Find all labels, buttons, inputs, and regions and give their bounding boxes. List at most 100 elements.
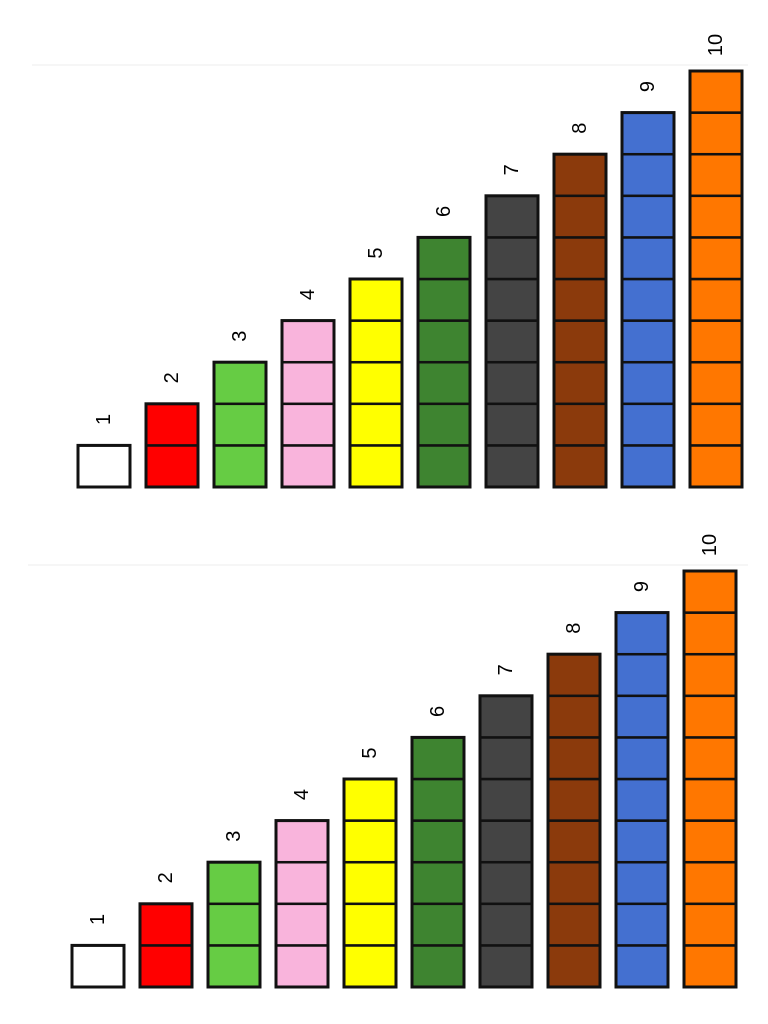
rod-outline: [682, 569, 738, 989]
rod-segment: [484, 360, 540, 406]
rod-1: 1: [76, 414, 132, 489]
rod-segment: [614, 694, 670, 739]
rod-segment: [546, 694, 602, 739]
rod-segment: [546, 652, 602, 698]
rod-segment: [688, 152, 744, 198]
rod-segment: [688, 236, 744, 281]
rod-7: 7: [484, 164, 540, 489]
rod-segment: [478, 860, 534, 906]
rod-segment: [138, 944, 194, 989]
rod-segment: [416, 277, 472, 322]
rod-outline: [206, 860, 262, 989]
rod-number-label: 9: [631, 581, 653, 592]
rod-segment: [688, 444, 744, 489]
rod-segment: [478, 694, 534, 739]
rod-segment: [552, 319, 608, 364]
rod-5: 5: [348, 247, 404, 489]
rod-segment: [274, 819, 330, 864]
rod-segment: [206, 944, 262, 989]
rod-outline: [416, 235, 472, 489]
rod-segment: [682, 902, 738, 947]
rod-outline: [274, 819, 330, 989]
rod-number-label: 10: [699, 534, 721, 556]
rod-segment: [552, 402, 608, 447]
rod-segment: [546, 736, 602, 781]
rod-segment: [688, 319, 744, 364]
rod-2: 2: [144, 372, 200, 489]
rod-segment: [552, 444, 608, 489]
rod-outline: [76, 443, 132, 489]
rod-number-label: 8: [569, 123, 591, 134]
rod-segment: [342, 902, 398, 947]
rod-2: 2: [138, 872, 194, 989]
rod-segment: [620, 277, 676, 322]
panel-bottom: 1 2 3 4 5 6 7 8 9 10: [28, 534, 748, 989]
rod-segment: [484, 402, 540, 447]
rod-outline: [546, 652, 602, 989]
rod-3: 3: [206, 831, 262, 989]
rod-9: 9: [620, 81, 676, 489]
rod-segment: [546, 819, 602, 864]
rod-segment: [342, 777, 398, 822]
rod-segment: [688, 111, 744, 156]
rod-1: 1: [70, 914, 126, 989]
rod-segment: [682, 611, 738, 656]
rod-segment: [416, 236, 472, 281]
rod-outline: [552, 152, 608, 489]
rod-segment: [410, 777, 466, 822]
rod-segment: [410, 736, 466, 781]
rod-number-label: 6: [427, 706, 449, 717]
rod-number-label: 9: [637, 81, 659, 92]
rod-segment: [552, 194, 608, 239]
rod-number-label: 8: [563, 623, 585, 634]
rod-segment: [280, 319, 336, 364]
rod-segment: [688, 402, 744, 447]
rod-segment: [546, 902, 602, 947]
rod-segment: [620, 319, 676, 364]
rod-segment: [410, 944, 466, 989]
rod-segment: [416, 319, 472, 364]
rod-segment: [688, 69, 744, 114]
rod-segment: [416, 402, 472, 447]
rod-outline: [212, 360, 268, 489]
rod-segment: [620, 152, 676, 198]
rod-segment: [682, 819, 738, 864]
rod-segment: [416, 444, 472, 489]
rod-segment: [620, 360, 676, 406]
rod-segment: [614, 736, 670, 781]
rod-number-label: 4: [297, 289, 319, 300]
rod-segment: [206, 902, 262, 947]
rod-segment: [614, 611, 670, 656]
rod-number-label: 6: [433, 206, 455, 217]
rod-segment: [682, 860, 738, 906]
rod-segment: [682, 652, 738, 698]
rod-segment: [280, 360, 336, 406]
rod-segment: [552, 236, 608, 281]
rod-outline: [280, 319, 336, 489]
panel-top: 1 2 3 4 5 6 7 8 9 10: [32, 34, 748, 489]
rod-segment: [682, 569, 738, 614]
rod-number-label: 3: [223, 831, 245, 842]
rod-segment: [484, 236, 540, 281]
rod-outline: [484, 194, 540, 489]
rod-segment: [484, 277, 540, 322]
rod-outline: [688, 69, 744, 489]
rod-segment: [682, 777, 738, 822]
rod-segment: [552, 360, 608, 406]
rod-number-label: 7: [495, 664, 517, 675]
rod-number-label: 2: [155, 872, 177, 883]
rod-segment: [478, 777, 534, 822]
rod-segment: [688, 277, 744, 322]
rod-segment: [552, 277, 608, 322]
rod-segment: [70, 944, 126, 989]
rod-segment: [144, 402, 200, 447]
rod-segment: [546, 944, 602, 989]
rod-segment: [682, 736, 738, 781]
rod-4: 4: [274, 789, 330, 989]
rod-segment: [212, 444, 268, 489]
rod-number-label: 1: [93, 414, 115, 425]
rod-number-label: 5: [359, 747, 381, 758]
rod-segment: [682, 944, 738, 989]
rod-number-label: 5: [365, 247, 387, 258]
